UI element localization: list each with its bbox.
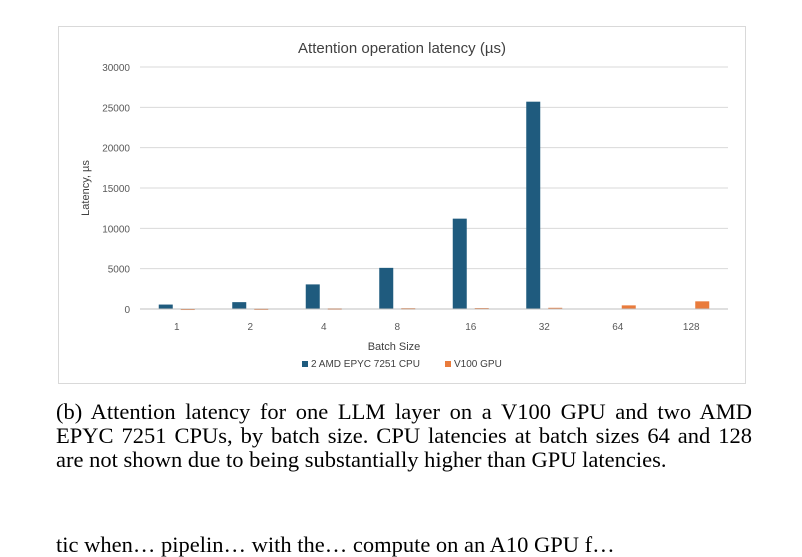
x-tick-label: 64	[612, 322, 624, 333]
x-tick-label: 128	[683, 322, 700, 333]
chart-frame	[58, 26, 746, 384]
bar-cpu-4	[305, 284, 320, 309]
bar-gpu-64	[621, 305, 636, 309]
legend: 2 AMD EPYC 7251 CPU V100 GPU	[302, 359, 502, 370]
x-tick-label: 1	[174, 322, 180, 333]
bar-cpu-2	[232, 302, 247, 309]
bar-gpu-128	[695, 301, 710, 309]
next-paragraph-cutoff: tic when… pipelin… with the… compute on …	[56, 533, 615, 557]
x-tick-label: 32	[539, 322, 551, 333]
legend-swatch-cpu	[302, 361, 308, 367]
x-tick-label: 2	[247, 322, 253, 333]
x-tick-label: 4	[321, 322, 327, 333]
legend-label-cpu: 2 AMD EPYC 7251 CPU	[311, 359, 420, 370]
y-tick-label: 5000	[108, 265, 131, 276]
legend-label-gpu: V100 GPU	[454, 359, 502, 370]
x-tick-label: 8	[394, 322, 400, 333]
y-axis-title: Latency, µs	[80, 160, 92, 216]
y-tick-label: 30000	[102, 63, 130, 74]
y-tick-label: 0	[124, 305, 130, 316]
y-tick-label: 15000	[102, 184, 130, 195]
y-tick-label: 25000	[102, 103, 130, 114]
legend-swatch-gpu	[445, 361, 451, 367]
bar-cpu-32	[526, 101, 541, 309]
axes: 0 5000 10000 15000 20000 25000 30000 1 2 4 8 16 32 64…	[102, 63, 728, 333]
chart-title: Attention operation latency (µs)	[298, 40, 506, 57]
x-axis-title: Batch Size	[368, 341, 421, 353]
bar-cpu-8	[379, 267, 394, 309]
x-tick-label: 16	[465, 322, 477, 333]
figure-caption: (b) Attention latency for one LLM layer …	[56, 399, 752, 472]
gridlines	[140, 66, 728, 270]
y-tick-label: 10000	[102, 224, 130, 235]
bar-cpu-1	[158, 304, 173, 309]
bars	[158, 101, 710, 311]
bar-cpu-16	[452, 218, 467, 309]
y-tick-label: 20000	[102, 144, 130, 155]
